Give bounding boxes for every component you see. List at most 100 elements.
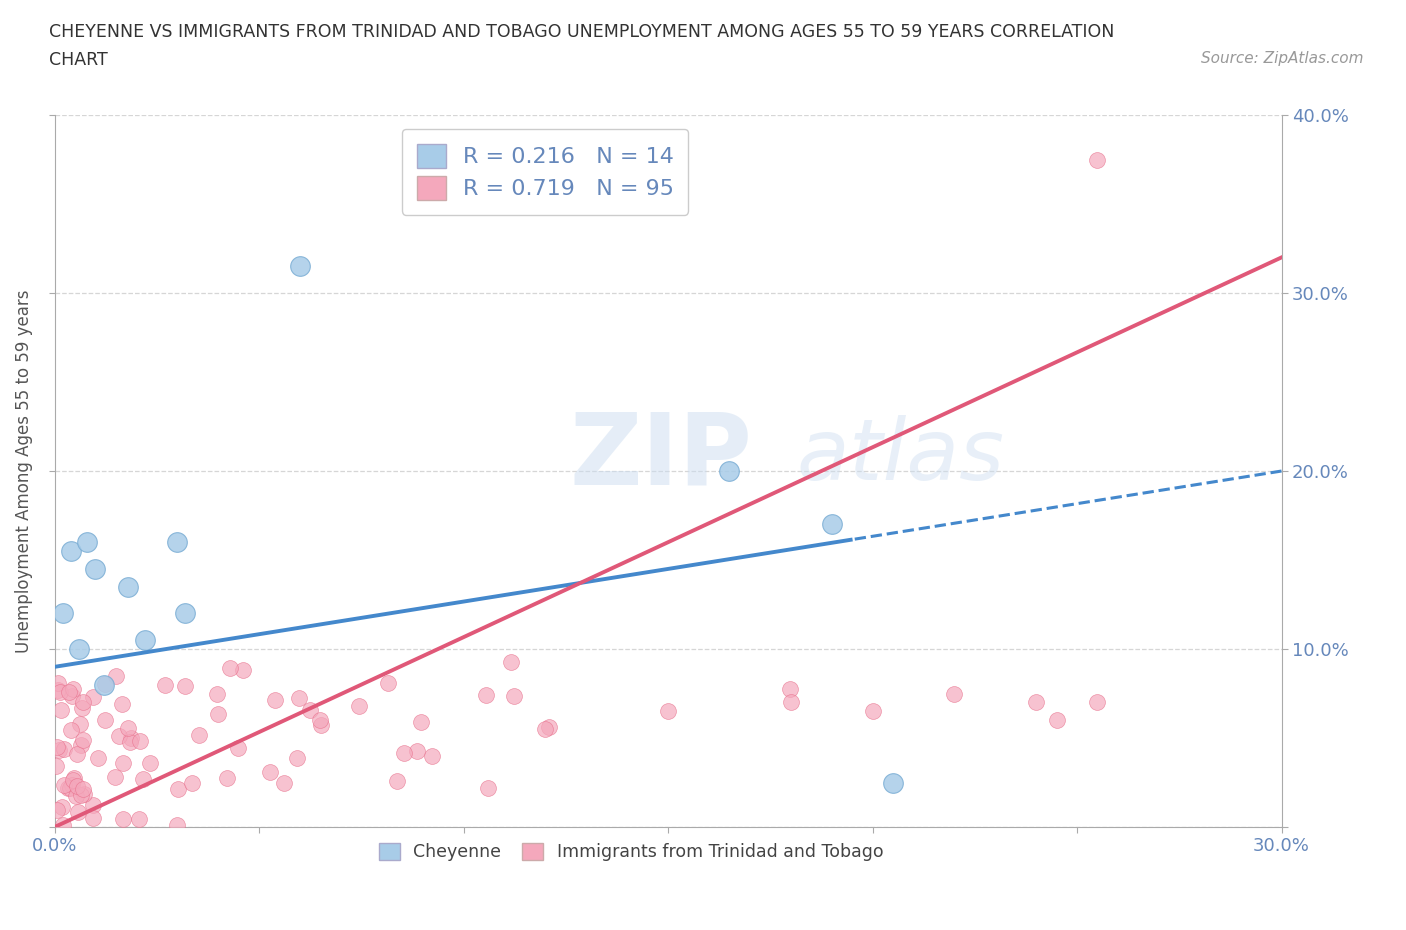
Text: CHART: CHART <box>49 51 108 69</box>
Point <box>59 723 82 737</box>
Point <box>132 771 155 786</box>
Point <box>59 544 82 559</box>
Point <box>129 734 152 749</box>
Point <box>46 683 69 698</box>
Point <box>60 777 83 792</box>
Point <box>59 780 82 795</box>
Text: atlas: atlas <box>797 416 1005 498</box>
Point <box>308 712 330 727</box>
Point <box>288 690 311 705</box>
Point <box>46 676 69 691</box>
Point <box>657 704 679 719</box>
Point <box>63 770 86 785</box>
Point <box>134 632 156 647</box>
Point <box>48 743 70 758</box>
Point <box>112 812 135 827</box>
Point <box>76 535 98 550</box>
Point <box>65 789 87 804</box>
Point <box>287 751 309 766</box>
Point <box>205 686 228 701</box>
Point <box>538 720 561 735</box>
Point <box>70 737 93 752</box>
Point <box>820 517 842 532</box>
Point <box>166 535 188 550</box>
Point <box>167 781 190 796</box>
Point <box>84 562 107 577</box>
Text: ZIP: ZIP <box>569 408 752 505</box>
Point <box>87 751 110 766</box>
Point <box>779 695 801 710</box>
Point <box>181 776 204 790</box>
Point <box>502 688 524 703</box>
Point <box>94 677 117 692</box>
Point <box>51 799 73 814</box>
Point <box>347 698 370 713</box>
Point <box>264 693 287 708</box>
Point <box>107 729 129 744</box>
Point <box>62 772 84 787</box>
Point <box>72 782 94 797</box>
Point <box>72 700 94 715</box>
Point <box>60 688 83 703</box>
Point <box>153 678 176 693</box>
Point <box>46 740 69 755</box>
Point <box>73 786 96 801</box>
Point <box>174 606 197 621</box>
Point <box>66 747 89 762</box>
Point <box>66 778 89 793</box>
Point <box>226 740 249 755</box>
Point <box>405 743 427 758</box>
Point <box>1087 153 1109 167</box>
Point <box>103 769 125 784</box>
Point <box>53 742 76 757</box>
Point <box>217 771 239 786</box>
Point <box>82 798 104 813</box>
Point <box>420 749 443 764</box>
Point <box>49 684 72 699</box>
Point <box>69 716 91 731</box>
Point <box>943 686 966 701</box>
Point <box>62 682 84 697</box>
Point <box>67 804 90 819</box>
Point <box>111 756 134 771</box>
Point <box>1045 712 1067 727</box>
Point <box>779 681 801 696</box>
Point <box>56 780 79 795</box>
Point <box>219 660 242 675</box>
Point <box>67 642 90 657</box>
Point <box>120 730 142 745</box>
Point <box>173 678 195 693</box>
Point <box>411 714 433 729</box>
Point <box>117 579 139 594</box>
Point <box>93 677 115 692</box>
Point <box>72 695 94 710</box>
Point <box>72 733 94 748</box>
Point <box>475 688 498 703</box>
Point <box>231 662 253 677</box>
Point <box>501 655 523 670</box>
Point <box>118 735 141 750</box>
Point <box>94 712 117 727</box>
Point <box>111 696 134 711</box>
Point <box>139 756 162 771</box>
Point <box>70 788 93 803</box>
Point <box>188 727 211 742</box>
Text: Source: ZipAtlas.com: Source: ZipAtlas.com <box>1201 51 1364 66</box>
Point <box>392 746 415 761</box>
Point <box>718 463 741 478</box>
Point <box>128 812 150 827</box>
Point <box>166 817 188 832</box>
Y-axis label: Unemployment Among Ages 55 to 59 years: Unemployment Among Ages 55 to 59 years <box>15 289 32 653</box>
Point <box>377 675 399 690</box>
Point <box>273 776 295 790</box>
Text: CHEYENNE VS IMMIGRANTS FROM TRINIDAD AND TOBAGO UNEMPLOYMENT AMONG AGES 55 TO 59: CHEYENNE VS IMMIGRANTS FROM TRINIDAD AND… <box>49 23 1115 41</box>
Point <box>385 774 408 789</box>
Point <box>46 803 69 817</box>
Point <box>862 704 884 719</box>
Legend: Cheyenne, Immigrants from Trinidad and Tobago: Cheyenne, Immigrants from Trinidad and T… <box>371 835 890 869</box>
Point <box>882 775 904 790</box>
Point <box>534 722 557 737</box>
Point <box>288 259 311 273</box>
Point <box>82 811 104 826</box>
Point <box>51 703 73 718</box>
